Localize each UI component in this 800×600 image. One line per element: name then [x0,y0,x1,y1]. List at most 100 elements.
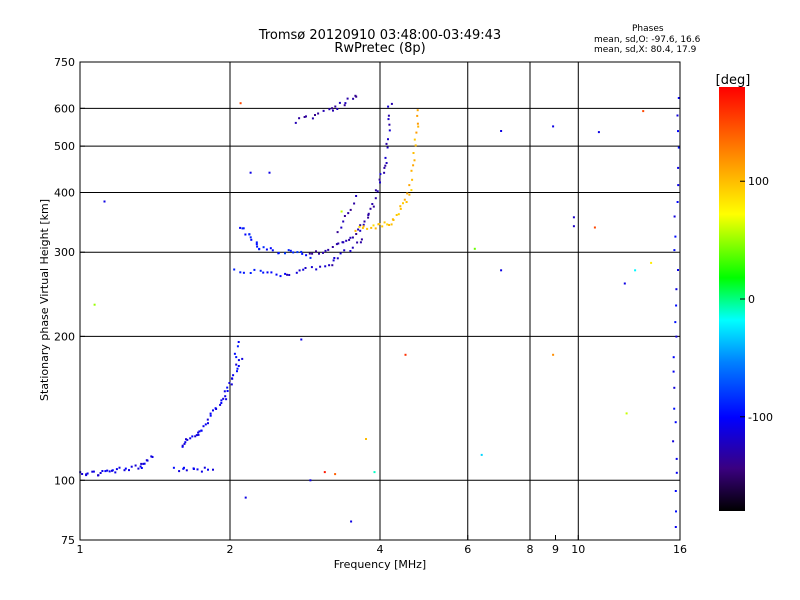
trace-point [304,267,307,269]
trace-point [355,95,358,98]
trace-point [196,468,199,471]
trace-point [675,288,678,291]
trace-point [189,437,192,440]
scatter-point [642,110,645,113]
trace-point [327,248,330,251]
trace-point [324,249,327,252]
trace-point [388,129,391,132]
trace-point [262,246,265,249]
trace-point [91,470,94,473]
trace-point [355,233,358,235]
trace-point [219,403,222,406]
scatter-point [404,353,407,356]
scatter-point [365,438,367,440]
trace-point [284,272,287,275]
trace-point [673,386,676,389]
trace-point [677,97,680,99]
scatter-point [239,102,242,105]
trace-point [412,152,415,154]
trace-point [675,471,678,474]
trace-point [178,470,181,473]
scatter-point [500,269,503,272]
y-tick-label: 75 [61,534,75,547]
trace-point [172,466,175,469]
trace-point [677,184,680,187]
trace-point [340,226,343,229]
x-tick-label: 6 [464,543,471,556]
trace-point [675,510,677,513]
trace-point [672,370,675,373]
trace-point [242,227,245,230]
trace-point [206,418,209,421]
trace-point [286,273,289,276]
trace-point [184,441,187,444]
trace-point [417,125,420,128]
trace-point [183,442,186,445]
trace-point [675,335,678,338]
trace-point [374,189,377,192]
colorbar-label: [deg] [716,73,751,88]
trace-point [336,231,339,234]
trace-point [349,250,352,252]
trace-point [249,272,252,274]
trace-point [405,201,408,203]
trace-point [242,271,245,274]
trace-point [354,229,357,232]
scatter-point [268,171,271,174]
trace-point [315,250,317,253]
trace-point [344,102,347,105]
trace-point [195,434,198,437]
trace-point [101,470,104,472]
trace-point [322,251,324,254]
trace-point [672,356,675,359]
scatter-point [350,520,353,523]
scatter-point [500,130,503,132]
trace-point [228,382,231,384]
x-tick-label: 8 [527,543,534,556]
trace-point [139,465,142,468]
trace-point [202,425,205,428]
trace-point [676,201,679,203]
trace-point [372,224,375,227]
phases-o-stats: mean, sd,O: -97.6, 16.6 [594,35,701,45]
trace-point [338,101,341,104]
trace-point [232,374,235,377]
trace-point [322,109,325,112]
trace-point [284,252,286,255]
trace-point [359,229,362,232]
trace-point [345,239,348,242]
trace-point [374,227,377,230]
trace-point [342,241,345,244]
trace-point [391,218,394,221]
trace-point [324,265,327,268]
trace-point [311,252,314,255]
trace-point [225,398,228,401]
trace-point [212,409,214,412]
scatter-point [597,131,600,134]
trace-point [674,321,677,324]
trace-point [265,248,268,251]
trace-point [371,203,374,205]
trace-point [197,433,200,436]
trace-point [334,105,337,108]
trace-point [677,166,680,169]
trace-point [360,238,363,241]
trace-point [352,97,355,100]
y-tick-label: 600 [54,102,75,115]
trace-point [224,395,227,398]
colorbar-ticks: 100 0 -100 [740,175,773,424]
trace-point [336,108,339,110]
scatter-point [593,226,596,229]
trace-point [403,198,406,201]
trace-point [204,423,207,426]
trace-point [348,238,351,241]
trace-point [241,227,244,230]
trace-point [355,195,358,197]
trace-point [258,248,261,251]
trace-point [408,193,411,196]
trace-point [220,399,223,402]
trace-point [235,356,238,359]
trace-point [255,243,258,246]
scatter-point [334,473,337,476]
trace-point [379,181,381,184]
